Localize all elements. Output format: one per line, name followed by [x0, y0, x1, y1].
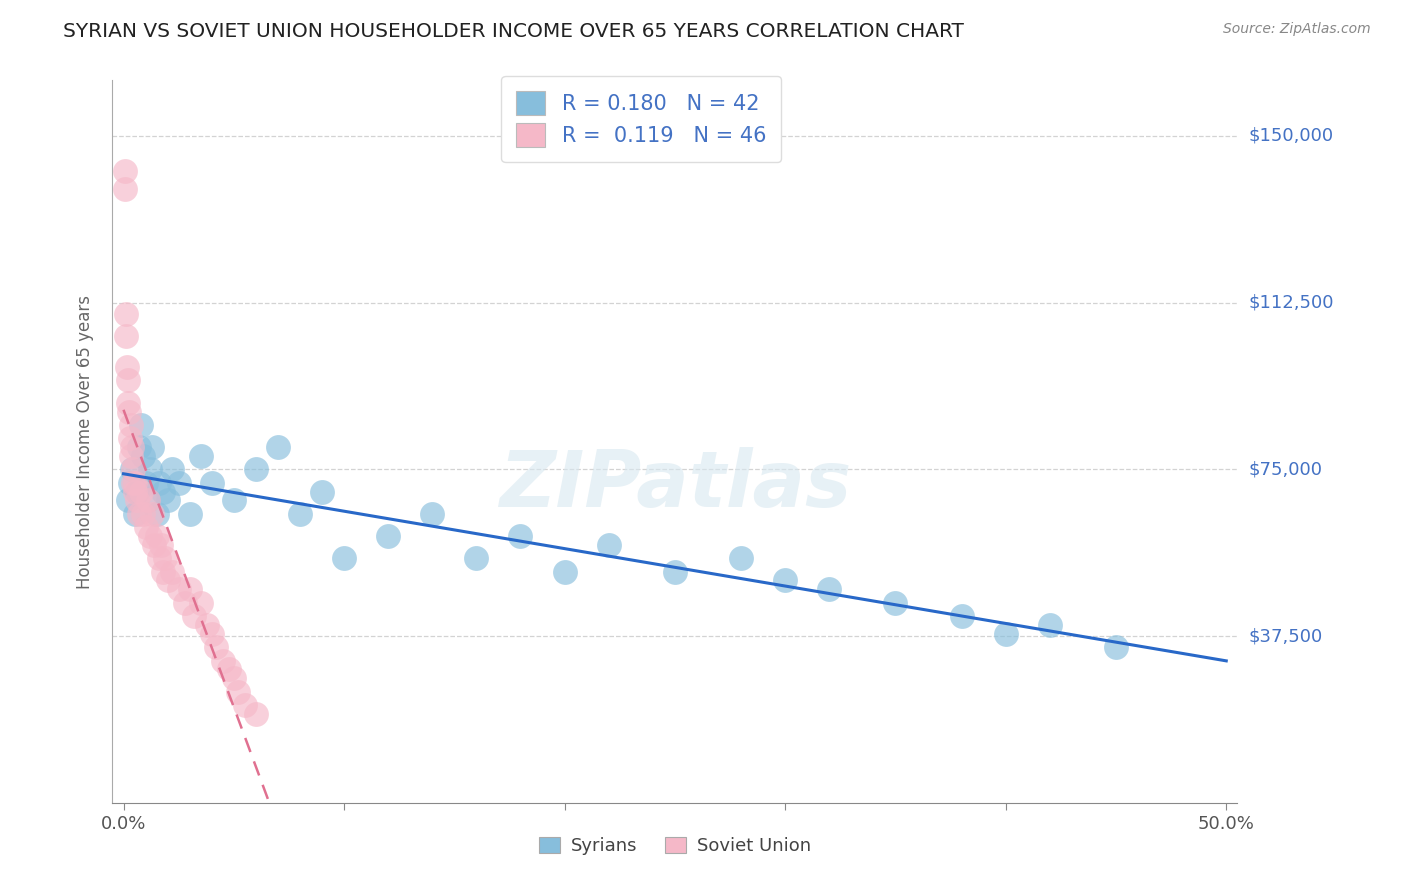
Point — [288, 507, 311, 521]
Point — [156, 574, 179, 588]
Point — [377, 529, 399, 543]
Point — [205, 640, 228, 655]
Point — [128, 507, 150, 521]
Point — [664, 565, 686, 579]
Point — [114, 307, 136, 321]
Text: Source: ZipAtlas.com: Source: ZipAtlas.com — [1223, 22, 1371, 37]
Point — [201, 627, 224, 641]
Point — [773, 574, 796, 588]
Point — [167, 475, 190, 490]
Point — [201, 475, 224, 490]
Point — [155, 551, 177, 566]
Point — [139, 529, 162, 543]
Text: $112,500: $112,500 — [1249, 293, 1334, 311]
Point — [190, 596, 212, 610]
Point — [179, 507, 201, 521]
Point — [135, 475, 157, 490]
Point — [509, 529, 531, 543]
Point — [141, 507, 163, 521]
Point — [117, 395, 139, 409]
Point — [160, 565, 183, 579]
Text: SYRIAN VS SOVIET UNION HOUSEHOLDER INCOME OVER 65 YEARS CORRELATION CHART: SYRIAN VS SOVIET UNION HOUSEHOLDER INCOM… — [63, 22, 965, 41]
Point — [233, 698, 256, 712]
Point — [129, 417, 152, 432]
Point — [125, 484, 148, 499]
Point — [730, 551, 752, 566]
Point — [174, 596, 197, 610]
Point — [152, 565, 174, 579]
Point — [129, 484, 152, 499]
Point — [195, 618, 218, 632]
Point — [245, 706, 267, 721]
Point — [143, 538, 166, 552]
Point — [148, 475, 170, 490]
Point — [125, 493, 148, 508]
Point — [267, 440, 290, 454]
Point — [211, 653, 233, 667]
Point — [136, 493, 159, 508]
Point — [994, 627, 1017, 641]
Text: $75,000: $75,000 — [1249, 460, 1323, 478]
Point — [465, 551, 488, 566]
Y-axis label: Householder Income Over 65 years: Householder Income Over 65 years — [76, 294, 94, 589]
Point — [152, 484, 174, 499]
Point — [122, 475, 145, 490]
Text: $150,000: $150,000 — [1249, 127, 1333, 145]
Point — [141, 440, 163, 454]
Point — [179, 582, 201, 597]
Point — [226, 684, 249, 698]
Point — [145, 507, 167, 521]
Point — [136, 493, 159, 508]
Point — [139, 462, 162, 476]
Point — [132, 507, 155, 521]
Point — [117, 373, 139, 387]
Point — [121, 462, 143, 476]
Point — [420, 507, 443, 521]
Point — [121, 440, 143, 454]
Point — [128, 440, 150, 454]
Point — [218, 662, 240, 676]
Point — [311, 484, 333, 499]
Point — [333, 551, 356, 566]
Point — [115, 329, 138, 343]
Point — [245, 462, 267, 476]
Legend: Syrians, Soviet Union: Syrians, Soviet Union — [531, 830, 818, 863]
Point — [132, 449, 155, 463]
Point — [124, 507, 146, 521]
Point — [598, 538, 620, 552]
Point — [121, 462, 143, 476]
Point — [145, 529, 167, 543]
Point — [120, 431, 142, 445]
Point — [148, 551, 170, 566]
Point — [160, 462, 183, 476]
Point — [118, 404, 141, 418]
Point — [818, 582, 841, 597]
Point — [222, 493, 245, 508]
Text: $37,500: $37,500 — [1249, 627, 1323, 645]
Point — [124, 475, 146, 490]
Point — [115, 360, 138, 375]
Point — [1105, 640, 1128, 655]
Point — [120, 417, 142, 432]
Point — [120, 475, 142, 490]
Point — [190, 449, 212, 463]
Point — [124, 484, 146, 499]
Point — [183, 609, 205, 624]
Point — [554, 565, 576, 579]
Text: ZIPatlas: ZIPatlas — [499, 447, 851, 523]
Point — [884, 596, 907, 610]
Point — [156, 493, 179, 508]
Point — [1039, 618, 1062, 632]
Point — [150, 538, 173, 552]
Point — [222, 671, 245, 685]
Point — [135, 520, 157, 534]
Point — [120, 449, 142, 463]
Point — [117, 493, 139, 508]
Point — [114, 182, 136, 196]
Point — [114, 164, 136, 178]
Point — [950, 609, 973, 624]
Point — [167, 582, 190, 597]
